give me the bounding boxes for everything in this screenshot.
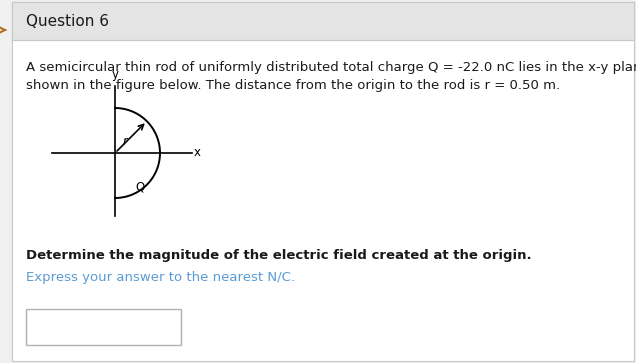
Bar <box>26 309 181 345</box>
Text: Determine the magnitude of the electric field created at the origin.: Determine the magnitude of the electric … <box>26 249 532 261</box>
Text: r: r <box>123 135 128 148</box>
Text: Express your answer to the nearest N/C.: Express your answer to the nearest N/C. <box>26 272 295 285</box>
Text: A semicircular thin rod of uniformly distributed total charge Q = -22.0 nC lies : A semicircular thin rod of uniformly dis… <box>26 61 636 74</box>
Text: x: x <box>194 147 201 159</box>
Text: Question 6: Question 6 <box>26 13 109 29</box>
Bar <box>12 2 634 40</box>
Text: shown in the figure below. The distance from the origin to the rod is r = 0.50 m: shown in the figure below. The distance … <box>26 79 560 93</box>
Text: Q: Q <box>135 180 144 193</box>
Text: y: y <box>111 68 118 81</box>
